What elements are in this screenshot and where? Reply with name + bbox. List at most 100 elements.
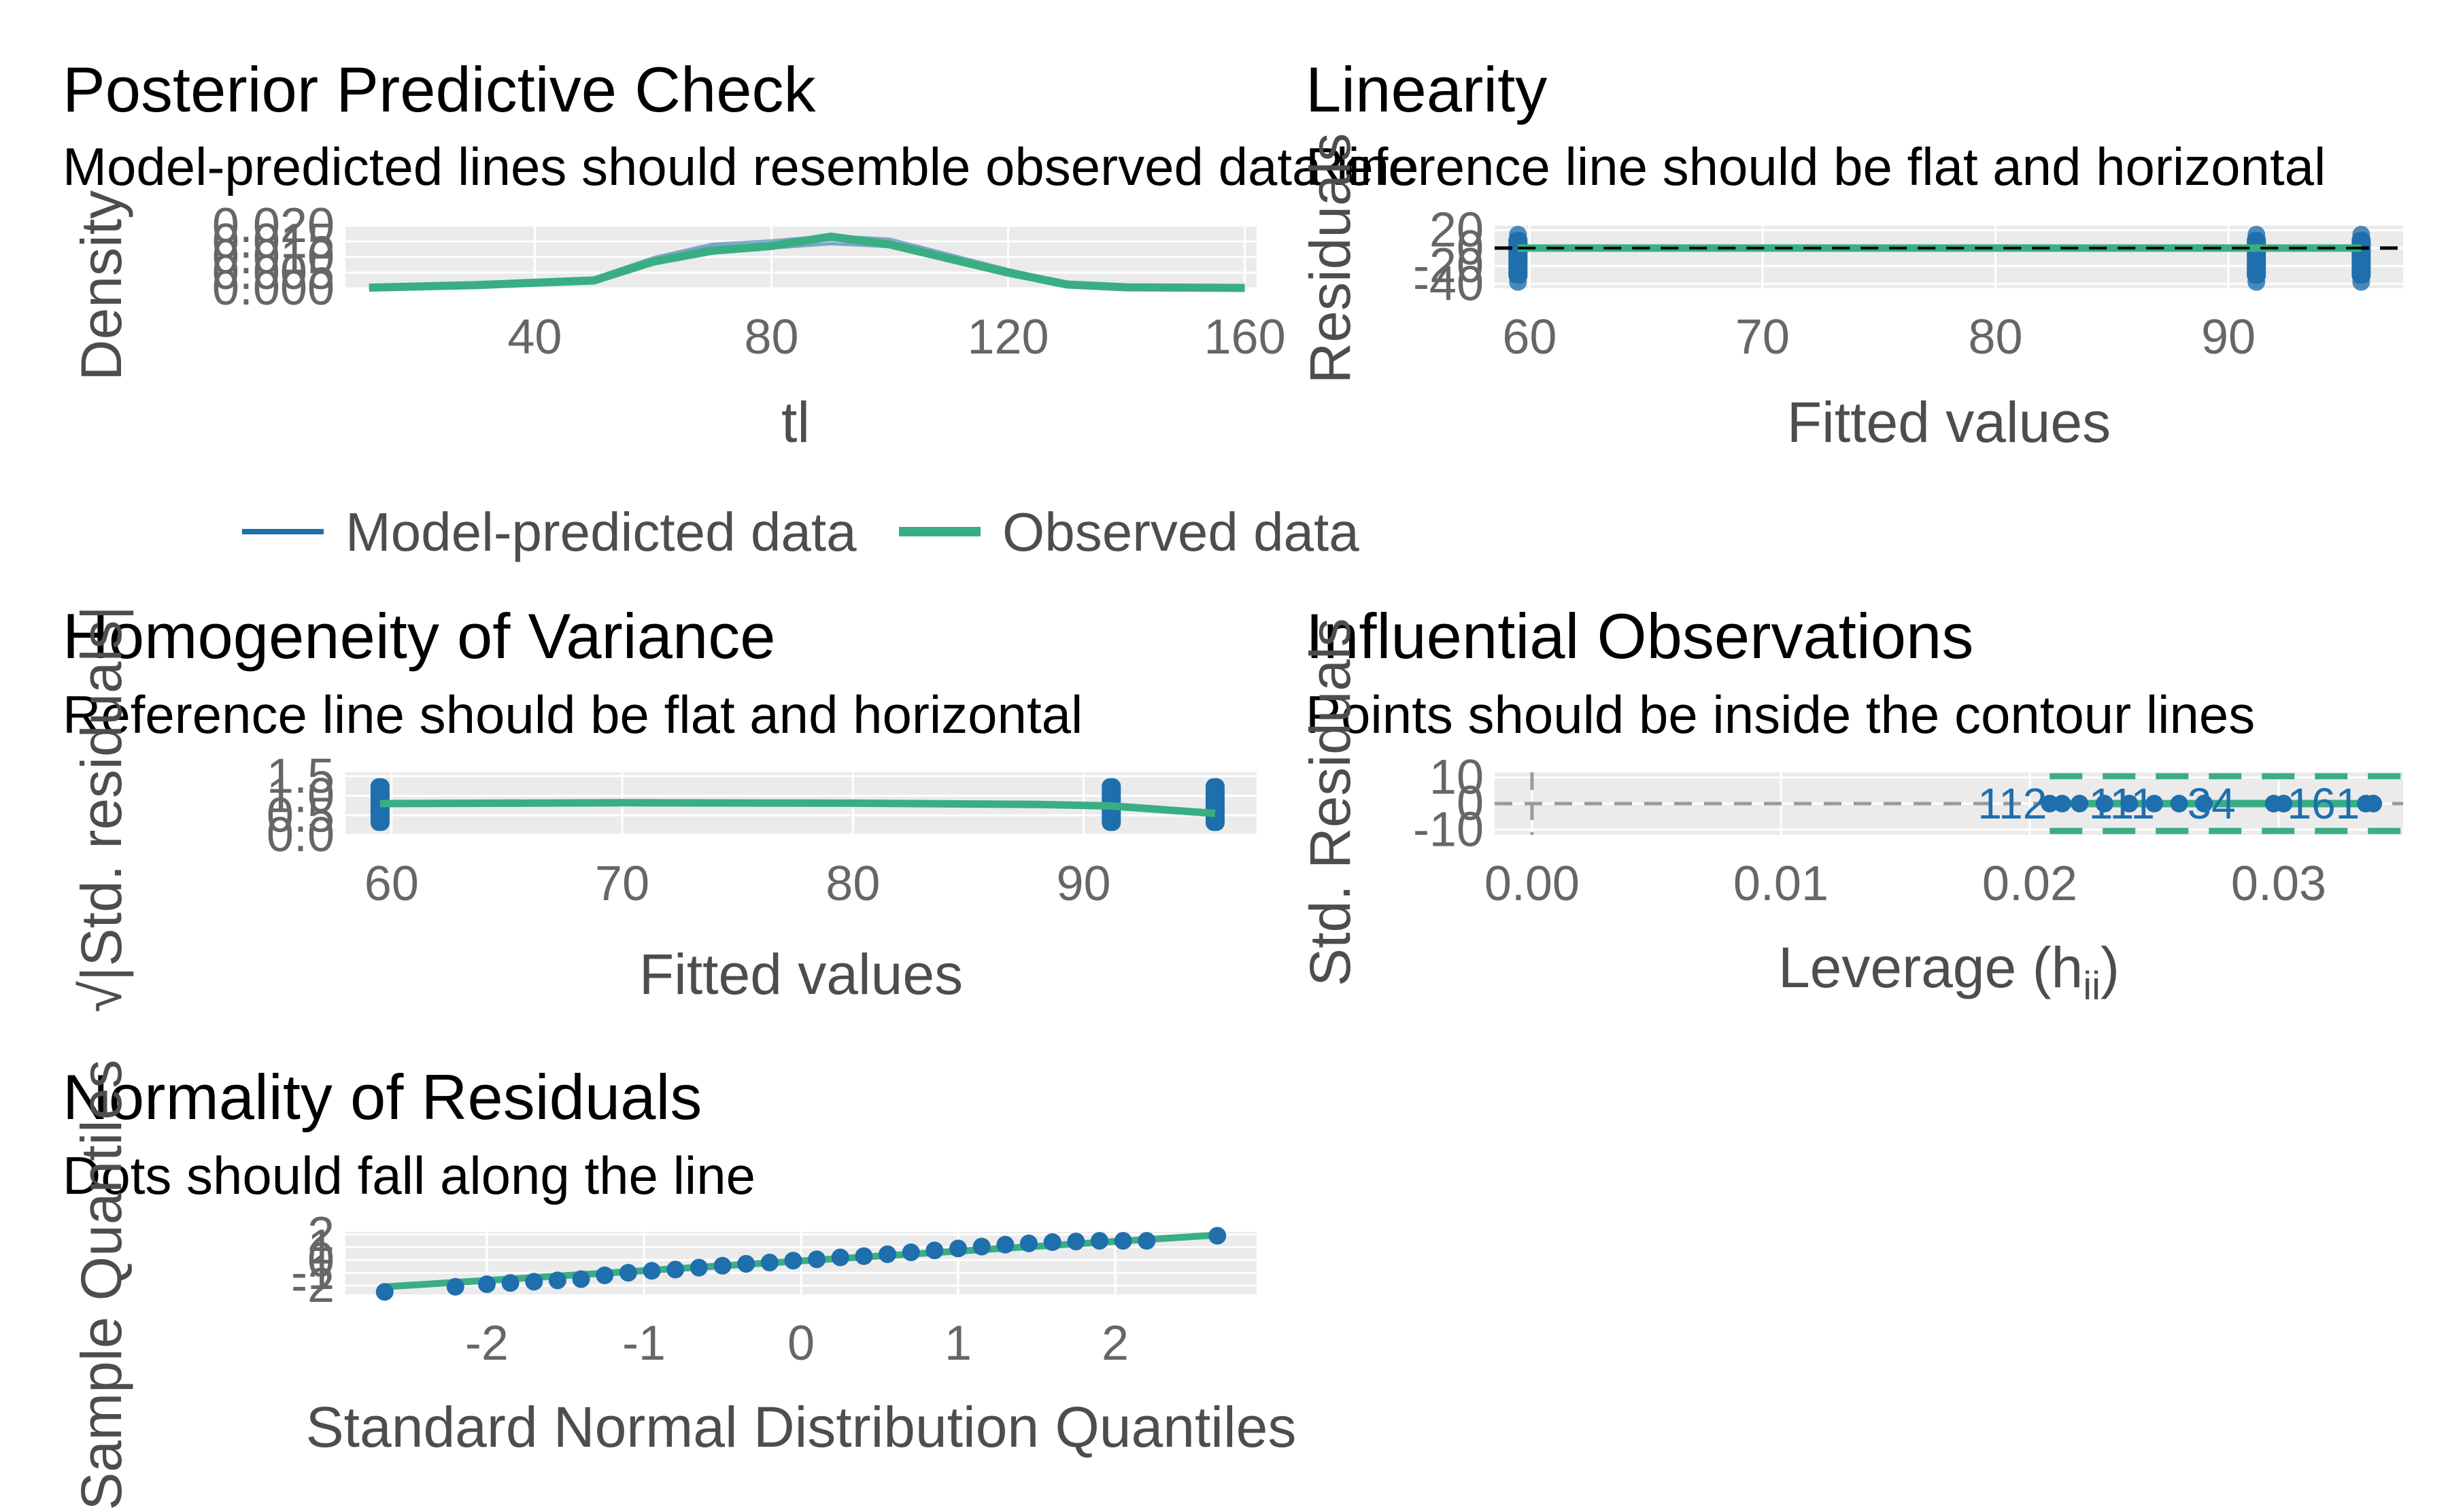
influence-point-label: 34 [2188, 779, 2236, 828]
legend-label-observed: Observed data [1002, 502, 1359, 562]
linearity-x-tick-label: 60 [1502, 310, 1557, 364]
homogeneity-subtitle: Reference line should be flat and horizo… [63, 685, 1083, 744]
linearity-point [1509, 273, 1527, 291]
homogeneity-marks: 60 70 80 90 0.00.51.01.5 [267, 749, 1257, 911]
normality-y-tick-label: 2 [307, 1207, 335, 1262]
linearity-point [2247, 273, 2266, 291]
normality-point [690, 1258, 708, 1277]
homogeneity-title: Homogeneity of Variance [63, 600, 776, 672]
influence-y-axis-label: Std. Residuals [1298, 618, 1362, 986]
influence-point-label: 111 [2089, 779, 2155, 828]
ppc-y-tick-label: 0.005 [212, 245, 335, 300]
normality-x-tick-label: 1 [945, 1316, 972, 1371]
normality-point [949, 1239, 968, 1258]
linearity-y-tick-label: 0 [1457, 221, 1484, 275]
influence-x-tick-label: 0.03 [2231, 857, 2326, 911]
normality-point [925, 1241, 944, 1260]
homogeneity-x-axis-label: Fitted values [639, 942, 963, 1006]
normality-point [784, 1252, 802, 1270]
influence-x-tick-label: 0.02 [1982, 857, 2077, 911]
normality-x-tick-label: 2 [1102, 1316, 1129, 1371]
linearity-plot-area [1495, 226, 2403, 288]
normality-x-axis-label: Standard Normal Distribution Quantiles [306, 1395, 1297, 1459]
influence-point-label: 112 [1977, 779, 2047, 828]
influence-point [2041, 795, 2059, 812]
influence-point [2120, 795, 2139, 812]
normality-point [1138, 1232, 1156, 1250]
panel-linearity: Linearity Reference line should be flat … [1298, 54, 2403, 454]
normality-point [1020, 1234, 1038, 1252]
normality-y-tick-label: -2 [291, 1258, 335, 1313]
influence-title: Influential Observations [1306, 600, 1973, 672]
normality-point [902, 1243, 920, 1262]
influence-x-label-end: ) [2101, 935, 2120, 999]
normality-point [525, 1273, 543, 1291]
linearity-point [2247, 226, 2266, 244]
homogeneity-smooth-line [379, 799, 1216, 817]
homogeneity-x-tick-label: 60 [364, 857, 419, 911]
ppc-x-tick-label: 160 [1204, 310, 1286, 364]
normality-point [1208, 1226, 1227, 1245]
normality-point [808, 1250, 826, 1269]
influence-x-label-main: Leverage (h [1778, 935, 2083, 999]
normality-point [760, 1254, 779, 1272]
linearity-x-tick-label: 80 [1968, 310, 2022, 364]
linearity-y-axis-label: Residuals [1298, 133, 1362, 384]
normality-point [737, 1254, 755, 1273]
normality-y-tick-label: -1 [291, 1245, 335, 1300]
influence-point [2145, 795, 2163, 812]
influence-subtitle: Points should be inside the contour line… [1306, 685, 2255, 744]
ppc-y-tick-label: 0.020 [212, 199, 335, 253]
influence-x-axis-label: Leverage (hii) [1778, 935, 2120, 1008]
panel-normality: Normality of Residuals Dots should fall … [63, 1059, 1296, 1510]
normality-point [501, 1274, 520, 1292]
linearity-point [2352, 226, 2370, 244]
normality-x-tick-label: 0 [787, 1316, 815, 1371]
normality-point [1114, 1232, 1132, 1250]
normality-point [972, 1237, 991, 1256]
linearity-y-tick-label: -20 [1413, 239, 1484, 293]
normality-point [572, 1270, 590, 1288]
normality-point [1067, 1233, 1085, 1251]
normality-point [548, 1271, 566, 1290]
linearity-x-tick-label: 70 [1735, 310, 1790, 364]
panel-homogeneity: Homogeneity of Variance Reference line s… [63, 600, 1257, 1012]
linearity-subtitle: Reference line should be flat and horizo… [1306, 137, 2326, 196]
influence-point-label: 161 [2287, 779, 2360, 828]
influence-point [2364, 795, 2383, 812]
linearity-y-tick-label: -40 [1413, 256, 1484, 311]
influence-point [2071, 795, 2089, 812]
influence-point [2195, 795, 2213, 812]
normality-point [596, 1266, 614, 1284]
influence-point [2170, 795, 2188, 812]
homogeneity-y-tick-label: 1.0 [267, 769, 335, 823]
normality-title: Normality of Residuals [63, 1061, 702, 1133]
linearity-y-tick-label: 20 [1429, 203, 1484, 258]
linearity-point [2352, 273, 2370, 291]
panel-influential-observations: Influential Observations Points should b… [1298, 600, 2403, 1008]
normality-point [855, 1247, 873, 1265]
normality-y-axis-label: Sample Quantiles [69, 1059, 133, 1510]
influence-point [2275, 795, 2293, 812]
homogeneity-point-cluster [1205, 778, 1225, 831]
linearity-title: Linearity [1306, 54, 1547, 125]
ppc-x-tick-label: 120 [967, 310, 1049, 364]
homogeneity-y-axis-label: √|Std. residuals| [69, 606, 133, 1013]
normality-point [446, 1277, 464, 1296]
influence-point [2053, 795, 2071, 812]
normality-point [713, 1256, 732, 1275]
normality-point [1090, 1232, 1108, 1250]
ppc-y-tick-label: 0.015 [212, 214, 335, 269]
linearity-x-axis-label: Fitted values [1787, 390, 2111, 454]
normality-x-tick-label: -2 [465, 1316, 509, 1371]
ppc-x-tick-label: 40 [507, 310, 562, 364]
ppc-legend: Model-predicted data Observed data [242, 502, 1359, 562]
ppc-y-tick-label: 0.010 [212, 230, 335, 284]
normality-y-tick-label: 0 [307, 1233, 335, 1287]
ppc-title: Posterior Predictive Check [63, 54, 817, 125]
ppc-x-tick-label: 80 [744, 310, 798, 364]
influence-x-tick-label: 0.01 [1733, 857, 1829, 911]
normality-point [879, 1245, 897, 1263]
